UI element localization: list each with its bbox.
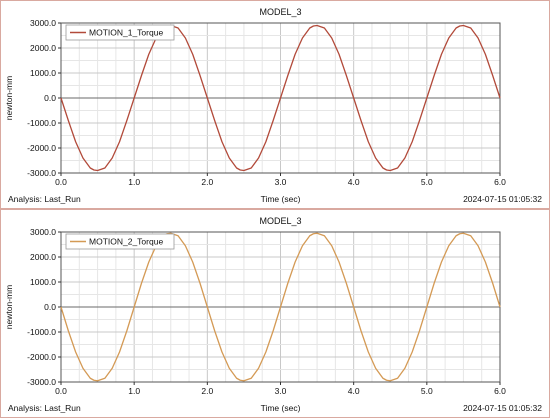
y-tick-label: 0.0 (44, 93, 56, 103)
legend-entry: MOTION_2_Torque (89, 237, 163, 247)
y-tick-label: 3000.0 (30, 18, 56, 28)
chart-title: MODEL_3 (259, 7, 301, 17)
x-tick-label: 6.0 (494, 177, 506, 187)
x-tick-label: 1.0 (128, 177, 140, 187)
y-tick-label: 2000.0 (30, 252, 56, 262)
y-tick-label: -1000.0 (27, 118, 56, 128)
x-tick-label: 5.0 (421, 386, 433, 396)
y-tick-label: -1000.0 (27, 327, 56, 337)
x-tick-label: 6.0 (494, 386, 506, 396)
x-axis-label: Time (sec) (261, 194, 301, 204)
y-axis-label: newton-mm (4, 285, 14, 329)
x-tick-label: 5.0 (421, 177, 433, 187)
chart-1-svg: MODEL_3 0.0 1.0 2.0 3.0 4.0 5.0 6.0 3000.0 2000.0… (0, 0, 550, 209)
x-tick-label: 0.0 (55, 177, 67, 187)
chart-panel-2: MODEL_3 0.0 1.0 2.0 3.0 4.0 5.0 6.0 3000.0 2000.0… (0, 209, 550, 418)
legend-box (65, 24, 175, 41)
series-line-1 (60, 24, 501, 172)
y-tick-label: -2000.0 (27, 143, 56, 153)
x-tick-label: 2.0 (201, 177, 213, 187)
y-tick-label: 1000.0 (30, 68, 56, 78)
timestamp-label: 2024-07-15 01:05:32 (463, 194, 542, 204)
y-tick-label: 0.0 (44, 302, 56, 312)
y-tick-label: 3000.0 (30, 227, 56, 237)
analysis-label: Analysis: Last_Run (8, 403, 81, 413)
y-axis-label: newton-mm (4, 76, 14, 120)
legend-box (65, 233, 175, 250)
x-axis-label: Time (sec) (261, 403, 301, 413)
y-tick-label: 2000.0 (30, 43, 56, 53)
y-tick-label: -3000.0 (27, 377, 56, 387)
analysis-label: Analysis: Last_Run (8, 194, 81, 204)
x-tick-label: 4.0 (348, 386, 360, 396)
legend-entry: MOTION_1_Torque (89, 28, 163, 38)
y-tick-label: 1000.0 (30, 277, 56, 287)
chart-2-svg: MODEL_3 0.0 1.0 2.0 3.0 4.0 5.0 6.0 3000.0 2000.0… (0, 209, 550, 418)
y-tick-label: -3000.0 (27, 168, 56, 178)
timestamp-label: 2024-07-15 01:05:32 (463, 403, 542, 413)
x-tick-label: 4.0 (348, 177, 360, 187)
x-tick-label: 0.0 (55, 386, 67, 396)
chart-panel-1: MODEL_3 0.0 1.0 2.0 3.0 4.0 5.0 6.0 3000.0 2000.0… (0, 0, 550, 209)
x-tick-label: 3.0 (275, 177, 287, 187)
y-tick-label: -2000.0 (27, 352, 56, 362)
x-tick-label: 2.0 (201, 386, 213, 396)
x-tick-label: 1.0 (128, 386, 140, 396)
x-tick-label: 3.0 (275, 386, 287, 396)
series-line-1 (60, 232, 501, 382)
chart-title: MODEL_3 (259, 216, 301, 226)
